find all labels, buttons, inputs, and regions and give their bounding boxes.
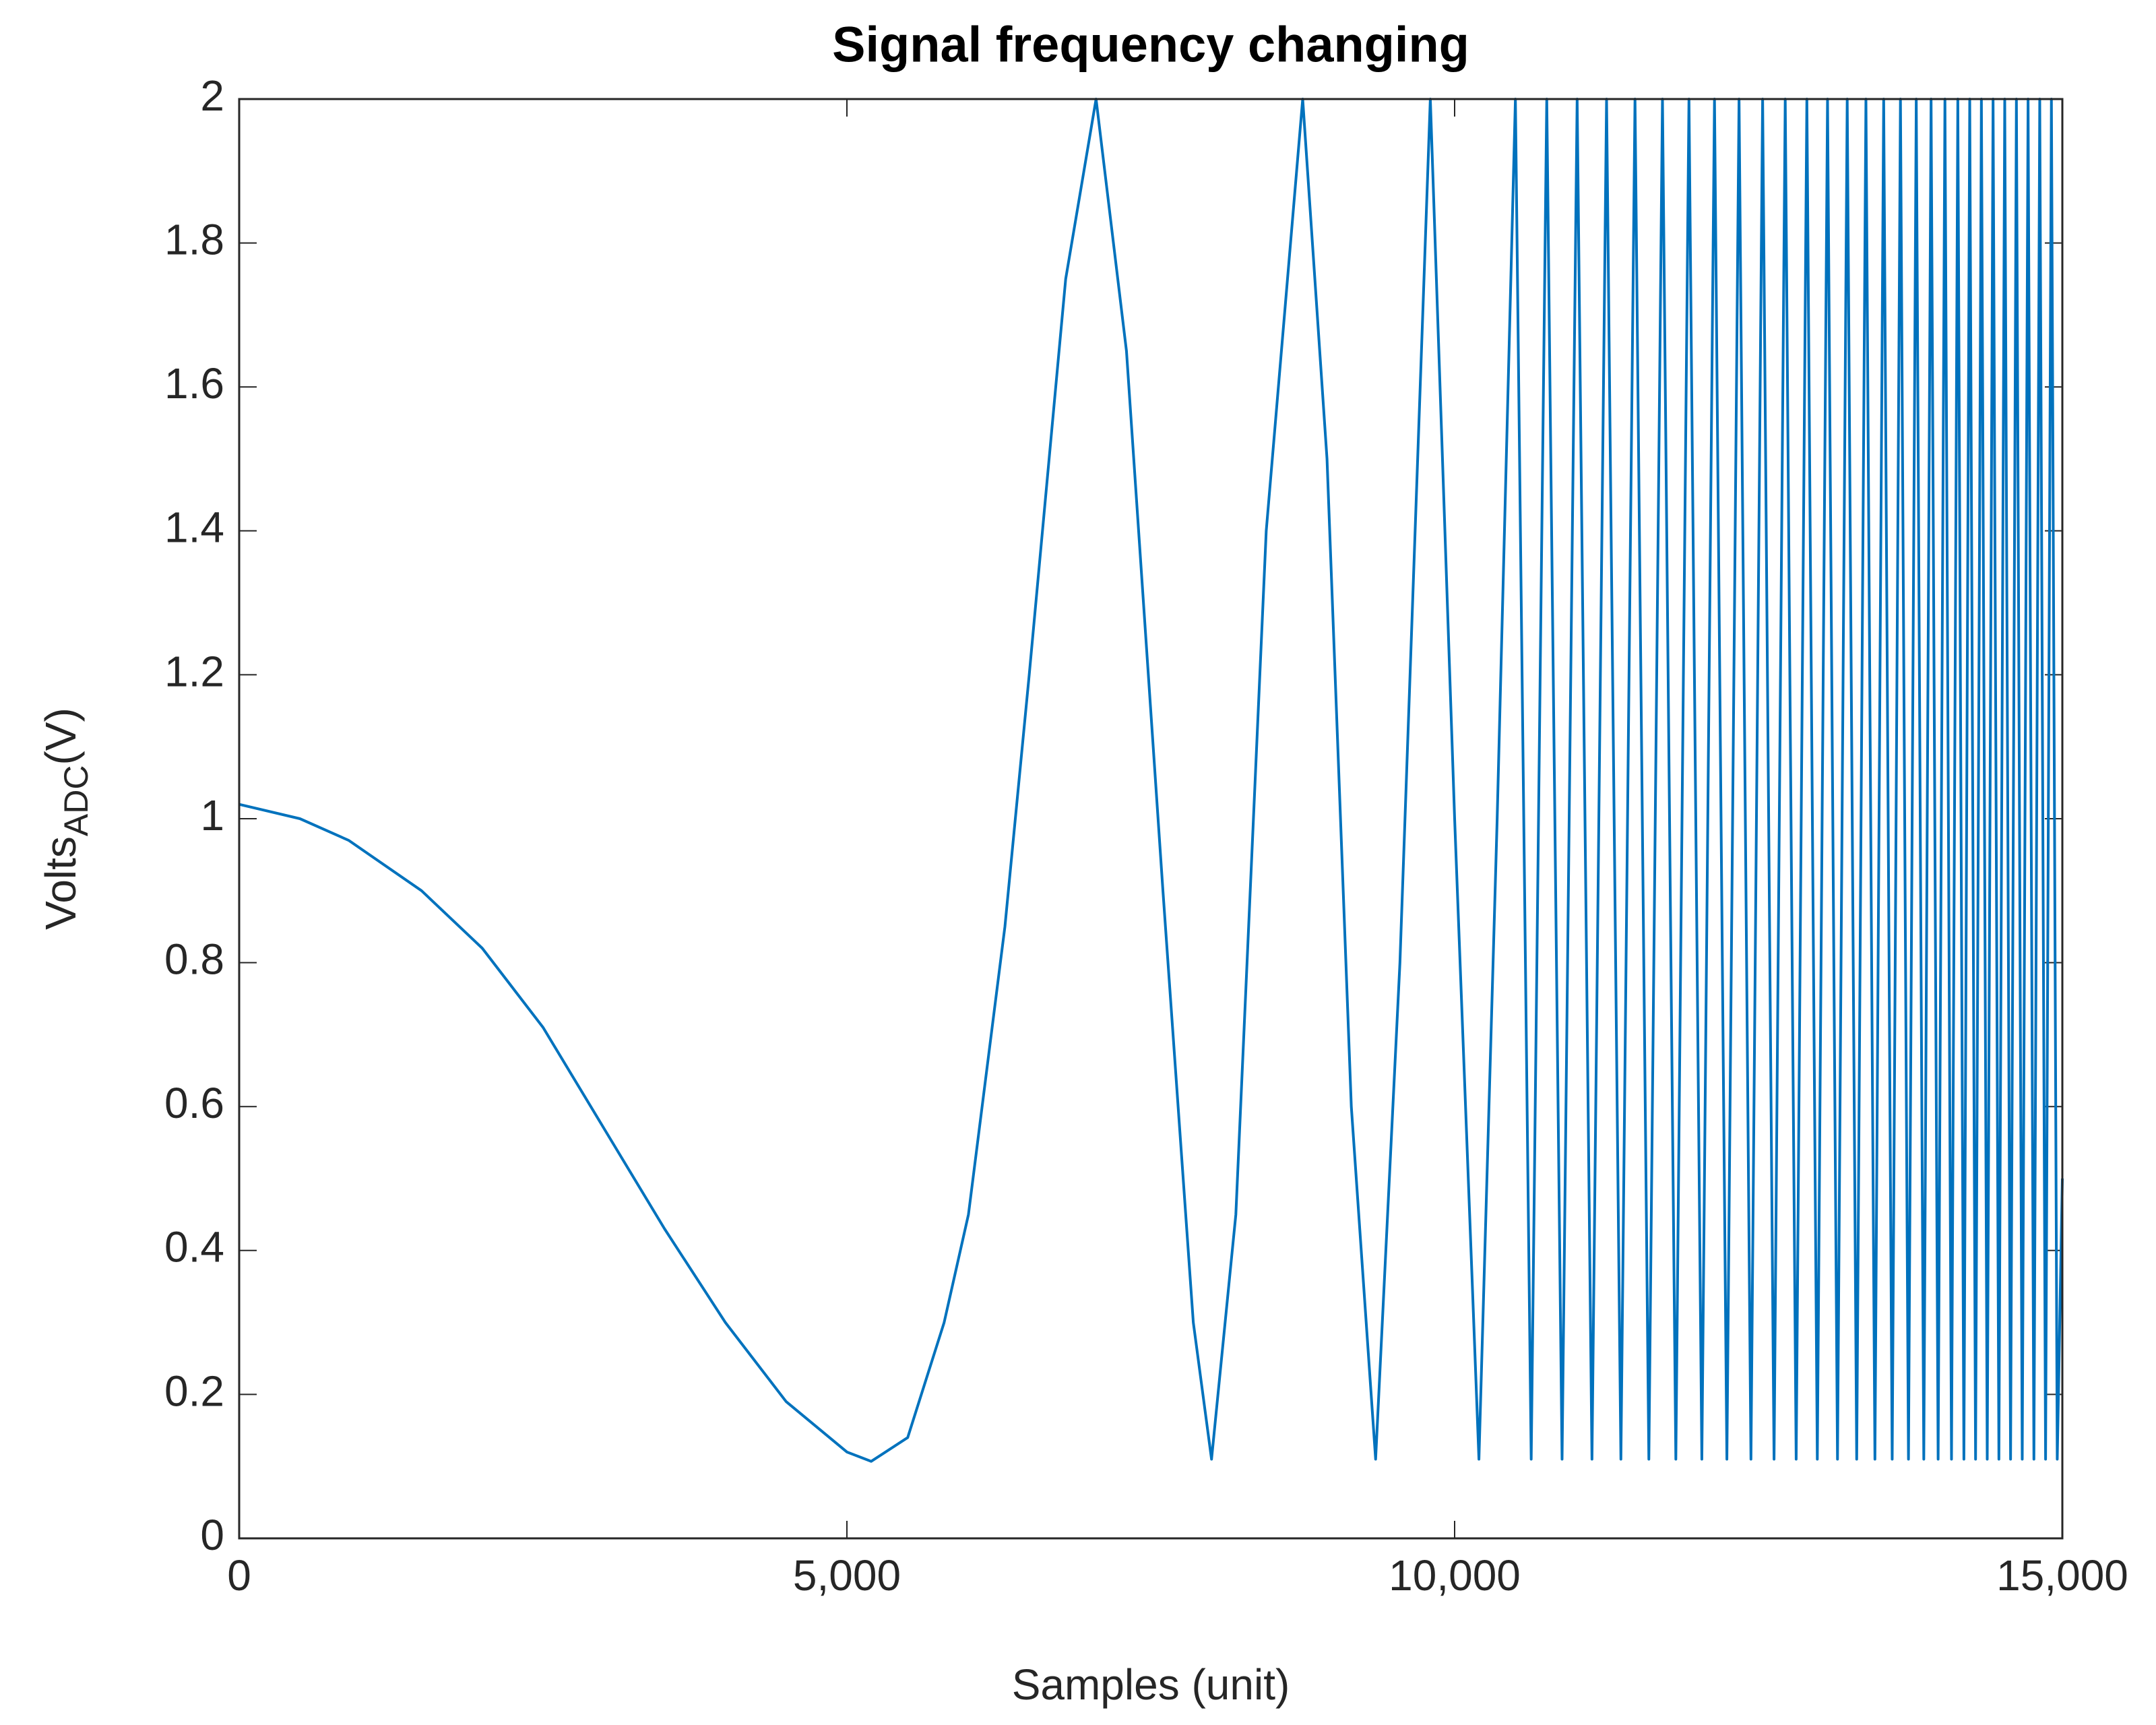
y-tick-label: 1.2 — [164, 647, 224, 695]
plot-frame — [238, 98, 2064, 1540]
y-tick-label: 1.8 — [164, 216, 224, 264]
x-tick-label: 15,000 — [1996, 1551, 2128, 1600]
signal-line — [239, 98, 2064, 1463]
y-tick-label: 1 — [200, 791, 224, 840]
y-tick-label: 2 — [200, 71, 224, 120]
x-tick-label: 10,000 — [1389, 1551, 1521, 1600]
x-axis-label: Samples (unit) — [1012, 1660, 1290, 1709]
y-tick-label: 0 — [200, 1511, 224, 1559]
y-axis-label: VoltsADC(V) — [36, 708, 95, 930]
x-tick-label: 0 — [227, 1551, 251, 1600]
y-tick-label: 0.8 — [164, 935, 224, 984]
x-tick-label: 5,000 — [793, 1551, 901, 1600]
y-tick-label: 0.6 — [164, 1079, 224, 1127]
y-label-subscript: ADC — [57, 765, 95, 836]
y-tick-label: 0.4 — [164, 1223, 224, 1272]
y-tick-label: 0.2 — [164, 1367, 224, 1415]
y-tick-label: 1.4 — [164, 503, 224, 552]
y-tick-label: 1.6 — [164, 359, 224, 408]
y-label-text: Volts — [36, 836, 85, 930]
y-label-suffix: (V) — [36, 708, 85, 765]
chart-title: Signal frequency changing — [832, 17, 1469, 73]
